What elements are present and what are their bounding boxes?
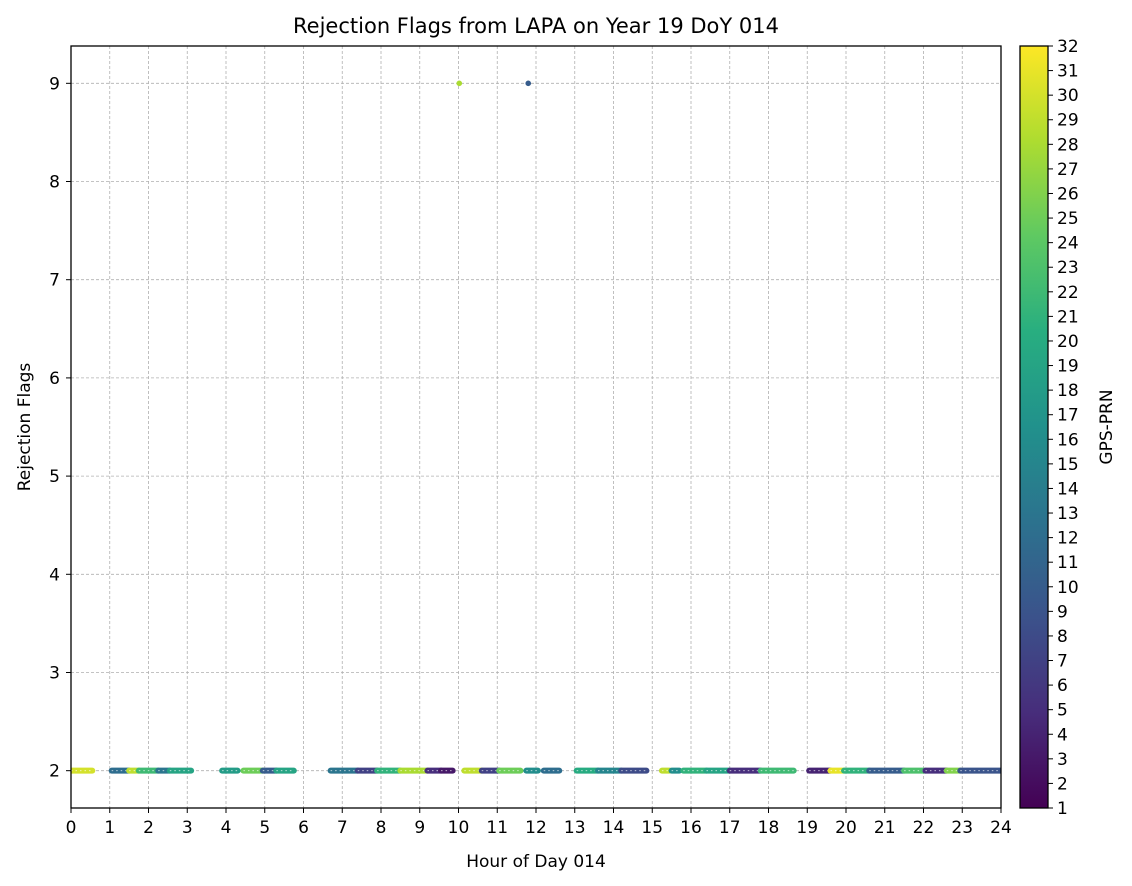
x-tick-label: 5 (259, 818, 270, 838)
x-tick-label: 4 (221, 818, 232, 838)
colorbar-tick-label: 13 (1057, 504, 1079, 524)
data-point (456, 80, 463, 87)
x-tick-label: 7 (337, 818, 348, 838)
colorbar-tick-label: 6 (1057, 676, 1068, 696)
x-tick-label: 18 (758, 818, 780, 838)
x-tick-label: 3 (182, 818, 193, 838)
x-tick-label: 0 (66, 818, 77, 838)
x-axis-label: Hour of Day 014 (466, 852, 606, 872)
colorbar-ticks: 1234567891011121314151617181920212223242… (1048, 37, 1079, 819)
colorbar-tick-label: 17 (1057, 406, 1079, 426)
x-axis: 0 1 2 3 4 5 6 7 8 9 10 11 12 13 14 15 16 17 18 19 20 21 22 23 24 (66, 808, 1012, 838)
x-tick-label: 1 (104, 818, 115, 838)
y-tick-label: 8 (49, 173, 60, 193)
colorbar-tick-label: 3 (1057, 750, 1068, 770)
colorbar-tick-label: 8 (1057, 627, 1068, 647)
colorbar-tick-label: 27 (1057, 160, 1079, 180)
x-tick-label: 2 (143, 818, 154, 838)
colorbar-tick-label: 30 (1057, 86, 1079, 106)
x-tick-label: 8 (376, 818, 387, 838)
colorbar-tick-label: 11 (1057, 553, 1079, 573)
x-tick-label: 10 (448, 818, 470, 838)
colorbar-tick-label: 29 (1057, 111, 1079, 131)
colorbar-tick-label: 31 (1057, 62, 1079, 82)
colorbar-tick-label: 10 (1057, 578, 1079, 598)
colorbar-tick-label: 7 (1057, 652, 1068, 672)
y-tick-label: 7 (49, 271, 60, 291)
colorbar-tick-label: 14 (1057, 479, 1079, 499)
colorbar-tick-label: 23 (1057, 258, 1079, 278)
x-tick-label: 15 (641, 818, 663, 838)
x-tick-label: 9 (414, 818, 425, 838)
colorbar-tick-label: 1 (1057, 799, 1068, 819)
colorbar-tick-label: 2 (1057, 774, 1068, 794)
y-tick-label: 6 (49, 369, 60, 389)
colorbar-tick-label: 4 (1057, 725, 1068, 745)
x-tick-label: 12 (525, 818, 547, 838)
colorbar-tick-label: 5 (1057, 701, 1068, 721)
colorbar-tick-label: 22 (1057, 283, 1079, 303)
colorbar (1019, 45, 1049, 809)
colorbar-label: GPS-PRN (1097, 389, 1117, 464)
colorbar-tick-label: 21 (1057, 307, 1079, 327)
colorbar-tick-label: 26 (1057, 184, 1079, 204)
y-tick-label: 2 (49, 762, 60, 782)
colorbar-tick-label: 9 (1057, 602, 1068, 622)
colorbar-tick-label: 12 (1057, 529, 1079, 549)
y-tick-label: 9 (49, 74, 60, 94)
x-tick-label: 19 (796, 818, 818, 838)
colorbar-tick-label: 19 (1057, 357, 1079, 377)
chart-title: Rejection Flags from LAPA on Year 19 DoY… (293, 14, 779, 38)
grid (70, 46, 1002, 808)
colorbar-tick-label: 20 (1057, 332, 1079, 352)
x-tick-label: 24 (990, 818, 1012, 838)
x-tick-label: 14 (603, 818, 625, 838)
colorbar-tick-label: 16 (1057, 430, 1079, 450)
y-axis-label: Rejection Flags (15, 363, 35, 492)
data-layer (71, 80, 1001, 774)
colorbar-tick-label: 25 (1057, 209, 1079, 229)
x-tick-label: 20 (835, 818, 857, 838)
x-tick-label: 13 (564, 818, 586, 838)
y-tick-label: 4 (49, 565, 60, 585)
y-axis: 2 3 4 5 6 7 8 9 (49, 74, 71, 782)
colorbar-tick-label: 32 (1057, 37, 1079, 57)
x-tick-label: 6 (298, 818, 309, 838)
data-point (525, 80, 532, 87)
y-tick-label: 3 (49, 663, 60, 683)
x-tick-label: 23 (951, 818, 973, 838)
x-tick-label: 17 (719, 818, 741, 838)
colorbar-tick-label: 18 (1057, 381, 1079, 401)
colorbar-tick-label: 15 (1057, 455, 1079, 475)
colorbar-tick-label: 24 (1057, 234, 1079, 254)
x-tick-label: 22 (913, 818, 935, 838)
colorbar-tick-label: 28 (1057, 135, 1079, 155)
x-tick-label: 16 (680, 818, 702, 838)
x-tick-label: 21 (874, 818, 896, 838)
y-tick-label: 5 (49, 467, 60, 487)
x-tick-label: 11 (486, 818, 508, 838)
